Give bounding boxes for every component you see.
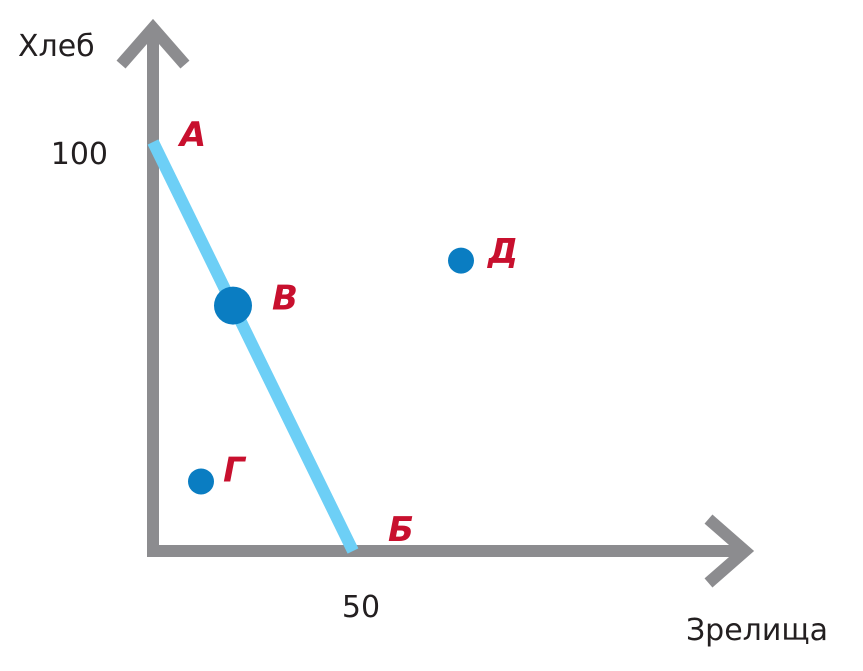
point-marker-Д bbox=[448, 247, 474, 274]
point-label-В: В bbox=[272, 279, 298, 319]
y-axis-label: Хлеб bbox=[18, 29, 95, 64]
x-axis-arrowhead bbox=[704, 514, 755, 588]
y-axis-arrowhead bbox=[116, 18, 190, 69]
point-marker-Г bbox=[188, 468, 214, 495]
point-marker-В bbox=[214, 286, 252, 325]
points-layer: А Б В Г Д bbox=[177, 115, 518, 550]
ticks-layer: 50 100 bbox=[51, 137, 380, 625]
point-label-Г: Г bbox=[223, 450, 247, 490]
point-label-Д: Д bbox=[487, 232, 518, 272]
budget-line bbox=[147, 139, 359, 554]
axes bbox=[116, 18, 755, 588]
point-label-А: А bbox=[177, 115, 206, 155]
series-layer bbox=[147, 139, 359, 554]
y-tick-label: 100 bbox=[51, 137, 108, 172]
x-axis-label: Зрелища bbox=[686, 613, 828, 648]
x-tick-label: 50 bbox=[342, 590, 380, 625]
point-label-Б: Б bbox=[388, 510, 414, 550]
